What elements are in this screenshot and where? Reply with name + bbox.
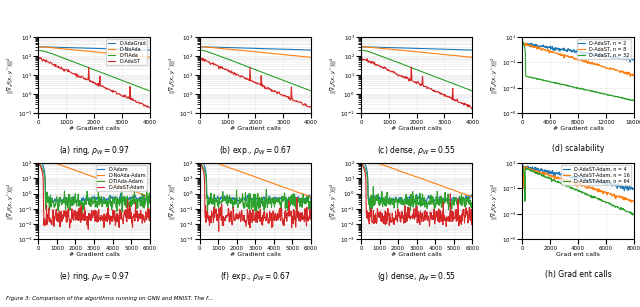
X-axis label: # Gradient calls: # Gradient calls bbox=[391, 126, 442, 131]
Y-axis label: $||\nabla_x f(x, y^*)||^2$: $||\nabla_x f(x, y^*)||^2$ bbox=[329, 183, 339, 220]
Y-axis label: $||\nabla_x f(x, y^*)||^2$: $||\nabla_x f(x, y^*)||^2$ bbox=[329, 56, 339, 94]
Legend: D-AdaST, n = 2, D-AdaST, n = 8, D-AdaST, n = 32: D-AdaST, n = 2, D-AdaST, n = 8, D-AdaST,… bbox=[577, 39, 631, 59]
X-axis label: Grad ent calls: Grad ent calls bbox=[556, 252, 600, 257]
Text: (c) dense, $\rho_W = 0.55$: (c) dense, $\rho_W = 0.55$ bbox=[378, 144, 456, 157]
Text: (b) exp., $\rho_W = 0.67$: (b) exp., $\rho_W = 0.67$ bbox=[219, 144, 292, 157]
Text: (e) ring, $\rho_W = 0.97$: (e) ring, $\rho_W = 0.97$ bbox=[58, 270, 129, 283]
Y-axis label: $||\nabla_x f(x, y^*)||^2$: $||\nabla_x f(x, y^*)||^2$ bbox=[6, 56, 17, 94]
Text: (g) dense, $\rho_W = 0.55$: (g) dense, $\rho_W = 0.55$ bbox=[377, 270, 456, 283]
X-axis label: # Gradient calls: # Gradient calls bbox=[552, 126, 604, 131]
X-axis label: # Gradient calls: # Gradient calls bbox=[68, 252, 120, 257]
Legend: D-AdaST-Adam, n = 4, D-AdaST-Adam, n = 16, D-AdaST-Adam, n = 64: D-AdaST-Adam, n = 4, D-AdaST-Adam, n = 1… bbox=[561, 165, 631, 185]
Legend: D-AdaGrad, D-NoAda, D-TIAda, D-AdaST: D-AdaGrad, D-NoAda, D-TIAda, D-AdaST bbox=[106, 39, 147, 65]
Text: (d) scalability: (d) scalability bbox=[552, 144, 604, 153]
X-axis label: # Gradient calls: # Gradient calls bbox=[230, 252, 281, 257]
X-axis label: # Gradient calls: # Gradient calls bbox=[68, 126, 120, 131]
Text: (h) Grad ent calls: (h) Grad ent calls bbox=[545, 270, 611, 279]
Y-axis label: $||\nabla_x f(x, y^*)||^2$: $||\nabla_x f(x, y^*)||^2$ bbox=[168, 183, 178, 220]
Y-axis label: $||\nabla_x f(x, y^*)||^2$: $||\nabla_x f(x, y^*)||^2$ bbox=[490, 56, 500, 94]
Y-axis label: $||\nabla_x f(x, y^*)||^2$: $||\nabla_x f(x, y^*)||^2$ bbox=[168, 56, 178, 94]
Text: (a) ring, $\rho_W = 0.97$: (a) ring, $\rho_W = 0.97$ bbox=[59, 144, 129, 157]
X-axis label: # Gradient calls: # Gradient calls bbox=[230, 126, 281, 131]
Y-axis label: $||\nabla_x f(x, y^*)||^2$: $||\nabla_x f(x, y^*)||^2$ bbox=[6, 183, 17, 220]
Legend: D-Adam, D-NoAda-Adam, D-TIAda-Adam, D-AdaST-Adam: D-Adam, D-NoAda-Adam, D-TIAda-Adam, D-Ad… bbox=[95, 165, 147, 191]
X-axis label: # Gradient calls: # Gradient calls bbox=[391, 252, 442, 257]
Text: (f) exp., $\rho_W = 0.67$: (f) exp., $\rho_W = 0.67$ bbox=[220, 270, 291, 283]
Y-axis label: $||\nabla_x f(x, y^*)||^2$: $||\nabla_x f(x, y^*)||^2$ bbox=[490, 183, 500, 220]
Text: Figure 3: Comparison of the algorithms running on GNN and MNIST. The f...: Figure 3: Comparison of the algorithms r… bbox=[6, 296, 213, 301]
